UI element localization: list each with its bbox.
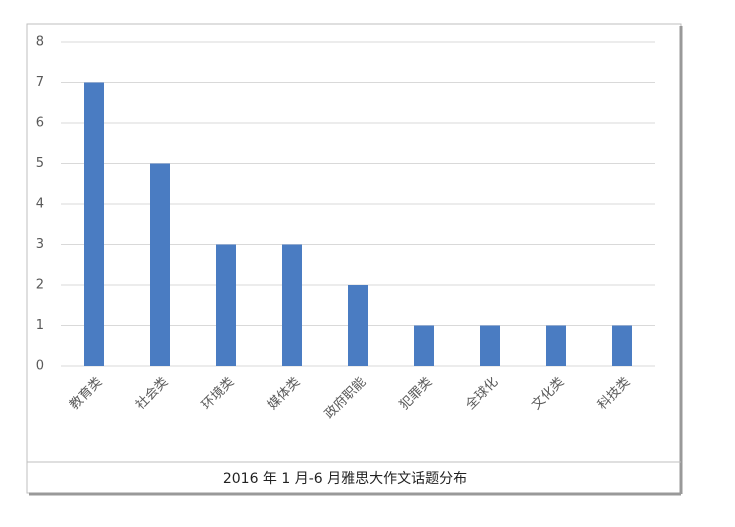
- chart-title: 2016 年 1 月-6 月雅思大作文话题分布: [223, 471, 467, 487]
- y-tick-label: 0: [36, 359, 44, 374]
- chart-frame: [26, 23, 682, 494]
- bar: [282, 244, 302, 366]
- y-tick-label: 1: [36, 318, 44, 333]
- y-tick-label: 4: [36, 197, 44, 212]
- bar: [480, 325, 500, 366]
- bar: [216, 244, 236, 366]
- bar: [612, 325, 632, 366]
- y-tick-label: 6: [36, 116, 44, 131]
- y-tick-label: 2: [36, 278, 44, 293]
- y-tick-label: 5: [36, 156, 44, 171]
- bar: [84, 82, 104, 366]
- y-tick-label: 3: [36, 237, 44, 252]
- bar: [348, 285, 368, 366]
- y-tick-label: 7: [36, 75, 44, 90]
- bar: [150, 163, 170, 366]
- bar: [414, 325, 434, 366]
- y-tick-label: 8: [36, 35, 44, 50]
- bar: [546, 325, 566, 366]
